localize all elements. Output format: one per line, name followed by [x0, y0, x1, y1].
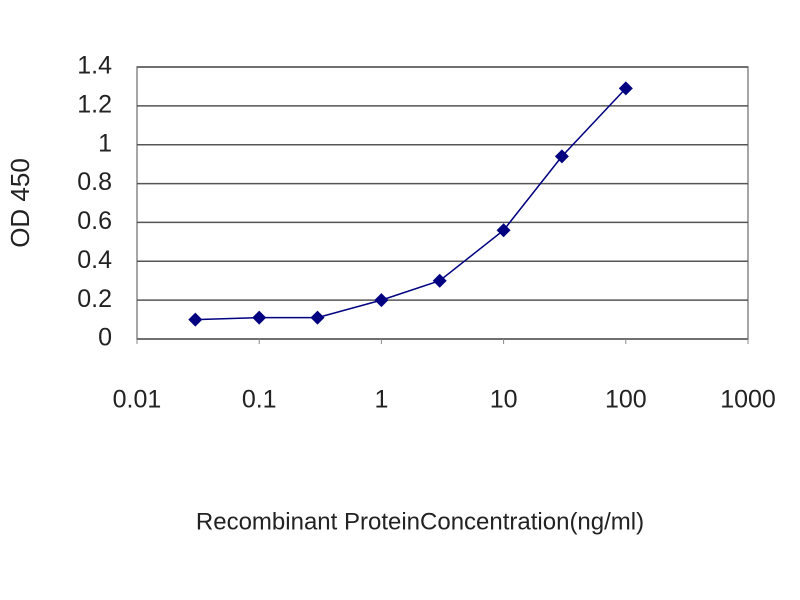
data-point [310, 310, 325, 325]
y-tick-label: 0.4 [77, 246, 112, 274]
y-tick-label: 0.2 [77, 285, 112, 313]
x-axis-label: Recombinant ProteinConcentration(ng/ml) [196, 508, 644, 535]
series-line [195, 87, 627, 321]
plot-area [136, 66, 749, 340]
x-tick-label: 100 [605, 386, 647, 414]
x-tick-label: 10 [490, 386, 518, 414]
x-tick-label: 1 [374, 386, 388, 414]
y-tick-label: 0.8 [77, 168, 112, 196]
data-point [432, 273, 447, 288]
data-point [496, 223, 511, 238]
data-point [252, 310, 267, 325]
data-point [618, 81, 633, 96]
data-point [374, 293, 389, 308]
x-tick-label: 0.01 [113, 386, 162, 414]
data-point [188, 312, 203, 327]
y-tick-label: 1.4 [77, 52, 112, 80]
x-tick-label: 1000 [720, 386, 776, 414]
y-tick-label: 1 [98, 129, 112, 157]
y-tick-label: 0 [98, 324, 112, 352]
y-tick-label: 0.6 [77, 207, 112, 235]
x-tick-label: 0.1 [242, 386, 277, 414]
y-tick-label: 1.2 [77, 90, 112, 118]
data-point [554, 149, 569, 164]
y-axis-label: OD 450 [5, 158, 35, 248]
